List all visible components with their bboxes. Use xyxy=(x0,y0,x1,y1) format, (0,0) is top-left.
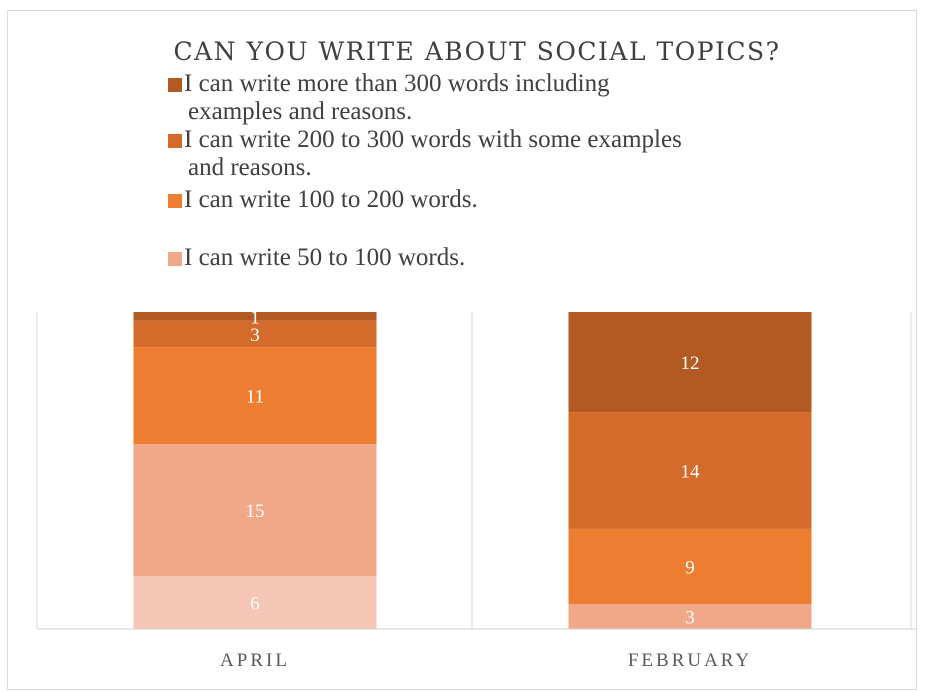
bar-april-series-1 xyxy=(133,444,377,577)
gridlines xyxy=(36,312,912,629)
bar-february-series-2 xyxy=(568,528,812,604)
data-label-april-4: 1 xyxy=(250,307,260,328)
bar-april-series-0 xyxy=(133,576,377,629)
category-label-april: APRIL xyxy=(220,650,290,671)
bar-february-series-3 xyxy=(568,412,812,529)
bar-february-series-4 xyxy=(568,312,812,413)
bar-april-series-4 xyxy=(133,312,377,321)
data-label-february-2: 9 xyxy=(685,557,695,578)
legend-swatch-2 xyxy=(168,194,182,208)
bar-april-series-2 xyxy=(133,347,377,445)
category-label-february: FEBRUARY xyxy=(628,650,752,671)
category-labels: APRIL FEBRUARY xyxy=(220,650,752,671)
data-label-april-2: 11 xyxy=(246,387,264,408)
data-label-april-3: 3 xyxy=(250,325,260,346)
bar-february-series-1 xyxy=(568,603,812,629)
bar-april-series-3 xyxy=(133,320,377,348)
legend-label-1-1: and reasons. xyxy=(188,154,312,181)
legend-label-1-0: I can write 200 to 300 words with some e… xyxy=(184,126,682,153)
chart-title: CAN YOU WRITE ABOUT SOCIAL TOPICS? xyxy=(173,37,780,66)
legend-label-3-0: I can write 50 to 100 words. xyxy=(184,244,465,271)
legend-label-0-0: I can write more than 300 words includin… xyxy=(184,70,610,97)
legend-swatch-3 xyxy=(168,252,182,266)
data-label-february-3: 14 xyxy=(681,462,701,483)
data-label-april-0: 6 xyxy=(250,594,260,615)
legend-swatch-1 xyxy=(168,134,182,148)
legend-swatch-0 xyxy=(168,78,182,92)
bars xyxy=(133,312,812,629)
legend-label-2-0: I can write 100 to 200 words. xyxy=(184,186,478,213)
data-label-february-4: 12 xyxy=(681,353,700,374)
legend-label-0-1: examples and reasons. xyxy=(188,98,412,125)
data-label-april-1: 15 xyxy=(246,501,265,522)
chart-legend: I can write more than 300 words includin… xyxy=(168,70,682,271)
data-label-february-1: 3 xyxy=(685,607,695,628)
